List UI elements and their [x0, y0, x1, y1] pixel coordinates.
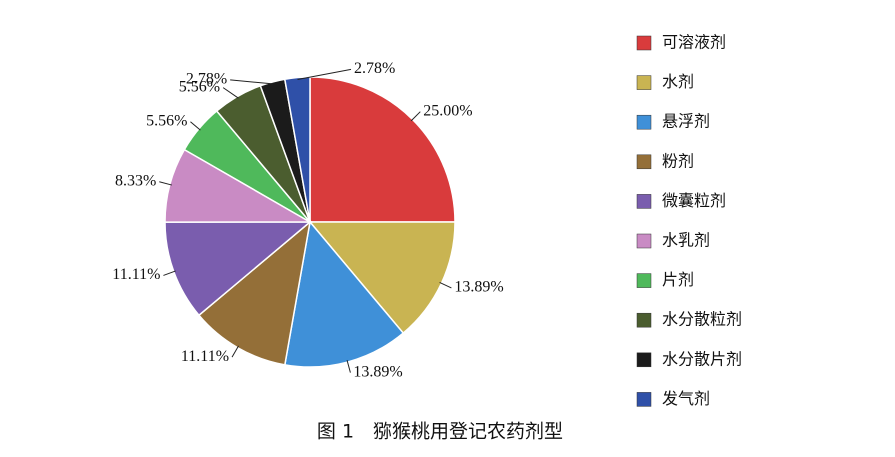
legend-label: 片剂	[662, 270, 694, 289]
chart-title: 图 1 猕猴桃用登记农药剂型	[317, 421, 563, 443]
leader-line	[222, 87, 239, 99]
legend-swatch	[636, 352, 652, 368]
legend-label: 悬浮剂	[662, 112, 710, 131]
data-label: 5.56%	[179, 78, 220, 95]
legend-swatch	[636, 392, 652, 407]
data-label: 25.00%	[423, 102, 472, 119]
legend-label: 水分散片剂	[662, 349, 742, 368]
leader-line	[346, 359, 351, 373]
leader-line	[439, 281, 452, 289]
data-label: 8.33%	[115, 172, 156, 189]
leader-line	[159, 181, 172, 186]
data-label: 2.78%	[354, 60, 395, 77]
legend-label: 可溶液剂	[662, 33, 726, 52]
legend-label: 发气剂	[662, 389, 710, 408]
leader-line	[410, 111, 421, 122]
leader-line	[230, 79, 274, 85]
data-label: 2.78%	[186, 71, 227, 88]
legend-label: 粉剂	[662, 151, 694, 170]
legend-label: 微囊粒剂	[662, 191, 726, 210]
legend-swatch	[636, 154, 652, 170]
pie-slice	[309, 76, 456, 223]
legend-swatch	[636, 35, 652, 51]
legend-swatch	[636, 114, 652, 130]
legend-swatch	[636, 273, 652, 288]
legend-swatch	[636, 312, 652, 328]
data-label: 11.11%	[112, 266, 160, 283]
leader-line	[190, 121, 201, 131]
legend-swatch	[636, 233, 652, 249]
leader-line	[297, 68, 352, 81]
legend-label: 水剂	[662, 72, 694, 91]
data-label: 5.56%	[146, 112, 187, 129]
data-label: 13.89%	[353, 363, 402, 380]
data-label: 13.89%	[454, 279, 503, 296]
legend-label: 水乳剂	[662, 231, 710, 250]
legend-swatch	[636, 194, 652, 209]
legend-label: 水分散粒剂	[662, 310, 742, 329]
leader-line	[231, 345, 239, 358]
data-label: 11.11%	[181, 348, 229, 365]
legend-swatch	[636, 75, 652, 90]
leader-line	[163, 270, 176, 276]
